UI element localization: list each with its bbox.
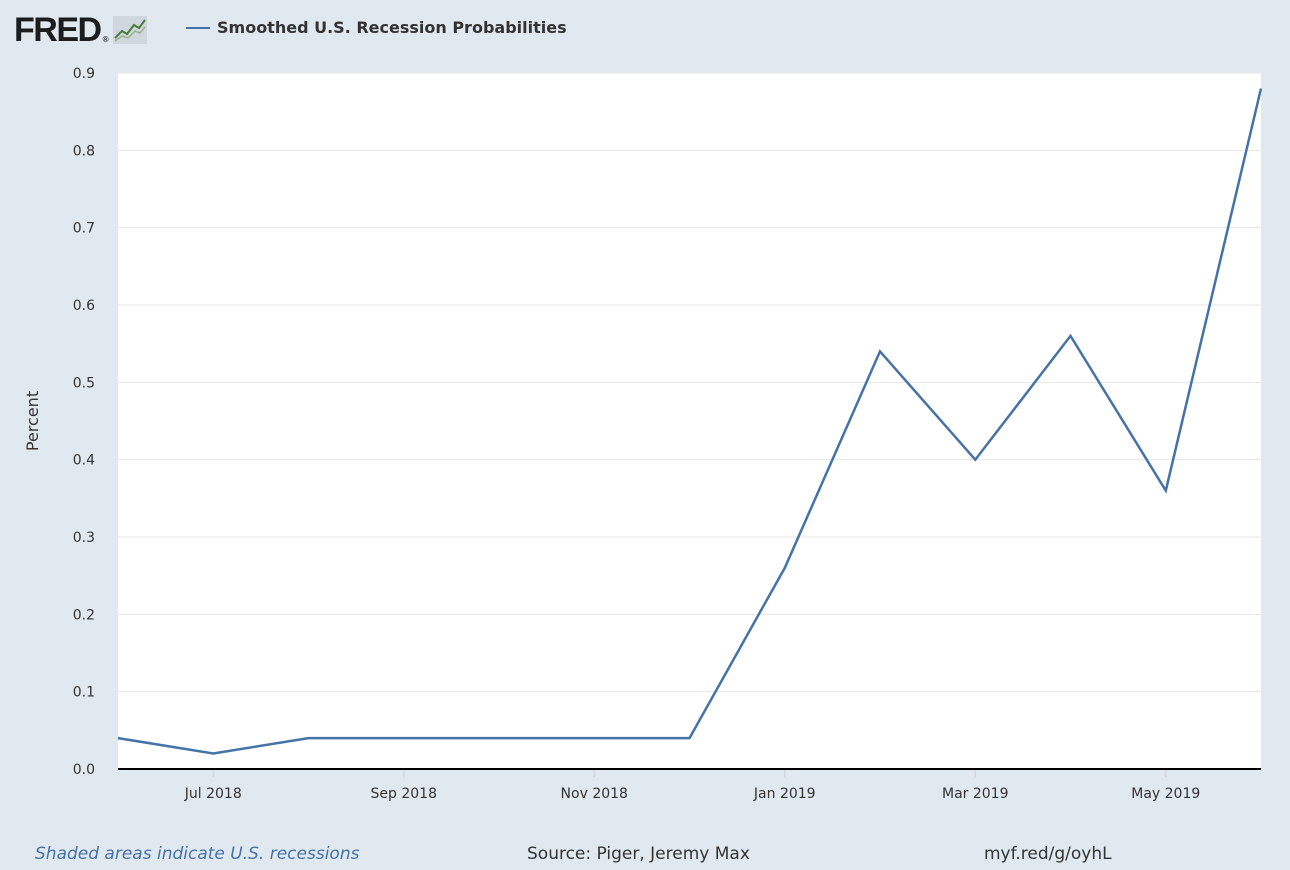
x-tick-label: May 2019 (1131, 786, 1200, 802)
logo-text: FRED (14, 11, 102, 49)
y-tick-label: 0.7 (73, 221, 95, 237)
x-tick-label: Jul 2018 (184, 786, 242, 802)
short-link[interactable]: myf.red/g/oyhL (984, 844, 1112, 864)
y-tick-label: 0.6 (73, 298, 95, 314)
x-tick-label: Mar 2019 (942, 786, 1009, 802)
series-line[interactable] (117, 88, 1263, 755)
chart-area: 0.0 0.1 0.2 0.3 0.4 0.5 0.6 0.7 0.8 0.9 Jul 2018 S… (23, 66, 1263, 802)
grid-lines (118, 72, 1261, 693)
y-tick-label: 0.1 (73, 685, 95, 701)
legend-swatch (186, 26, 210, 29)
chart-footer: Shaded areas indicate U.S. recessions So… (0, 840, 1290, 870)
y-axis-ticks: 0.0 0.1 0.2 0.3 0.4 0.5 0.6 0.7 0.8 0.9 (73, 66, 95, 778)
x-tick-label: Sep 2018 (371, 786, 437, 802)
x-tick-label: Nov 2018 (561, 786, 628, 802)
fred-logo[interactable]: FRED ® (14, 12, 147, 48)
y-tick-label: 0.8 (73, 143, 95, 159)
legend-series-label: Smoothed U.S. Recession Probabilities (217, 18, 567, 37)
recession-note: Shaded areas indicate U.S. recessions (35, 844, 360, 864)
y-tick-label: 0.0 (73, 762, 95, 778)
y-tick-label: 0.3 (73, 530, 95, 546)
source-credit: Source: Piger, Jeremy Max (527, 844, 750, 864)
logo-registered-mark: ® (101, 35, 110, 44)
x-axis-ticks: Jul 2018 Sep 2018 Nov 2018 Jan 2019 Mar 2019… (184, 769, 1200, 802)
chart-header: FRED ® Smoothed U.S. Recession Probabili… (0, 0, 1290, 60)
x-tick-label: Jan 2019 (753, 786, 816, 802)
chart-legend[interactable]: Smoothed U.S. Recession Probabilities (186, 18, 567, 37)
y-tick-label: 0.9 (73, 66, 95, 82)
line-graph-icon (112, 16, 147, 44)
y-axis-title: Percent (23, 391, 42, 451)
y-tick-label: 0.4 (73, 453, 95, 469)
y-tick-label: 0.5 (73, 375, 95, 391)
y-tick-label: 0.2 (73, 607, 95, 623)
plot-background (118, 73, 1261, 769)
